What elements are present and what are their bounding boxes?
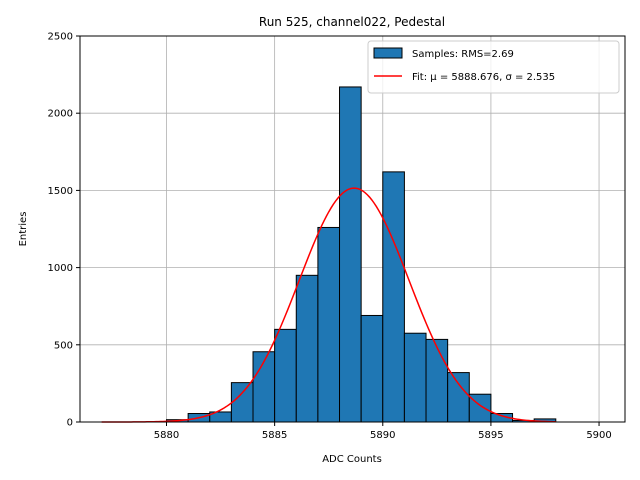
- x-tick-label: 5880: [154, 430, 179, 441]
- x-tick-label: 5890: [370, 430, 395, 441]
- histogram-bar: [317, 226, 341, 423]
- y-tick-label: 0: [67, 418, 73, 429]
- plot-frame: [79, 35, 626, 423]
- histogram-bar: [274, 328, 297, 423]
- y-tick-label: 1500: [48, 186, 73, 197]
- fit-curve: [101, 187, 556, 423]
- y-tick-label: 2000: [48, 109, 73, 120]
- y-tick-label: 2500: [48, 32, 73, 43]
- y-axis-ticks: 0 500 1000 1500 2000 2500: [48, 32, 80, 429]
- chart-title: Run 525, channel022, Pedestal: [259, 15, 445, 29]
- histogram-bar: [295, 274, 319, 423]
- histogram-bar: [382, 171, 405, 423]
- histogram-bar: [230, 382, 254, 423]
- histogram-bar: [339, 86, 362, 423]
- y-axis-label: Entries: [18, 212, 29, 247]
- x-tick-label: 5895: [478, 430, 503, 441]
- histogram-bar: [425, 338, 449, 423]
- y-tick-label: 500: [54, 340, 73, 351]
- legend-label-fit: Fit: μ = 5888.676, σ = 2.535: [412, 72, 555, 83]
- histogram-bar: [403, 332, 427, 423]
- x-axis-label: ADC Counts: [322, 454, 382, 465]
- histogram-bar: [447, 372, 470, 423]
- y-tick-label: 1000: [48, 263, 73, 274]
- x-tick-label: 5900: [586, 430, 611, 441]
- x-axis-ticks: 5880 5885 5890 5895 5900: [154, 422, 612, 441]
- histogram-bar: [360, 314, 384, 423]
- legend-box: [367, 40, 620, 94]
- legend-swatch-samples: [373, 47, 403, 59]
- histogram-bars: [166, 86, 557, 423]
- legend-label-samples: Samples: RMS=2.69: [412, 49, 514, 60]
- legend: Samples: RMS=2.69 Fit: μ = 5888.676, σ =…: [367, 40, 620, 94]
- x-tick-label: 5885: [262, 430, 287, 441]
